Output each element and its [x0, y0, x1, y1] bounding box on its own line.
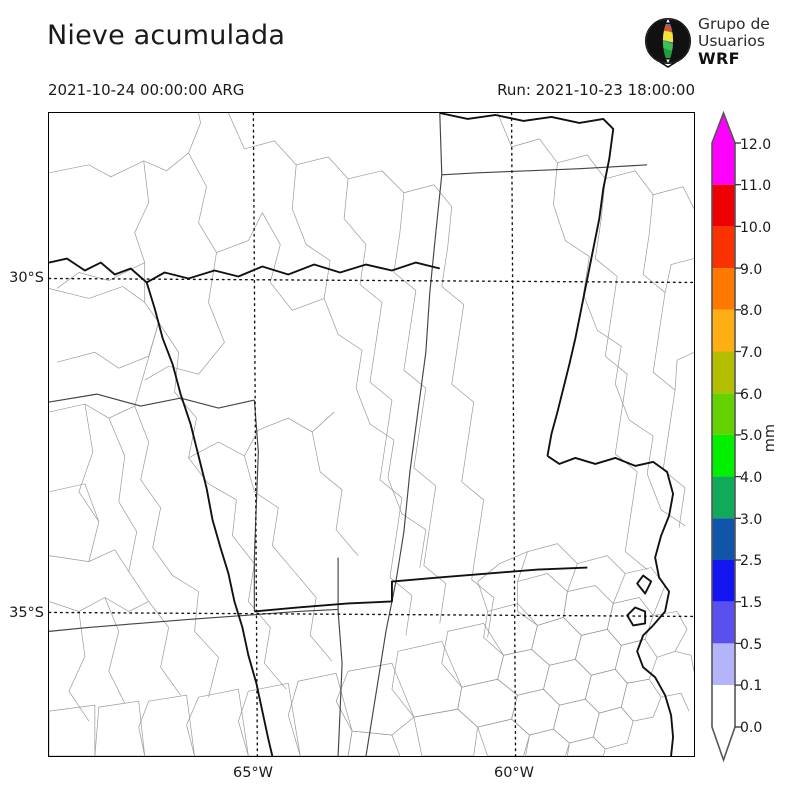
colorbar-tick-12-0: 12.0 — [740, 137, 772, 153]
logo: Grupo de Usuarios WRF — [640, 14, 790, 76]
logo-line-2: Usuarios — [698, 32, 765, 50]
map-geography — [49, 113, 694, 756]
lat-tick-30S: 30°S — [9, 270, 44, 286]
latitude-line-35S — [49, 611, 694, 618]
valid-time-label: 2021-10-24 00:00:00 ARG — [48, 81, 245, 99]
logo-line-3: WRF — [698, 49, 740, 68]
colorbar-tick-7-0: 7.0 — [740, 345, 763, 361]
colorbar-tick-3-0: 3.0 — [740, 512, 763, 528]
lon-tick-65W: 65°W — [232, 765, 274, 781]
colorbar-tick-labels: 12.0 11.0 10.0 9.0 8.0 7.0 6.0 5.0 4.0 3… — [740, 108, 786, 768]
colorbar-bands — [712, 143, 735, 727]
colorbar-tick-0-1: 0.1 — [740, 678, 763, 694]
lon-tick-60W: 60°W — [493, 765, 535, 781]
colorbar-gradient — [711, 110, 741, 763]
colorbar-ticks — [735, 142, 741, 728]
colorbar-over-arrow — [712, 113, 735, 143]
province-borders — [49, 113, 648, 756]
latitude-line-30S — [49, 277, 694, 284]
map-plot-area — [48, 112, 695, 757]
colorbar-tick-6-0: 6.0 — [740, 387, 763, 403]
colorbar-tick-9-0: 9.0 — [740, 262, 763, 278]
lat-tick-35S: 35°S — [9, 605, 44, 621]
colorbar-tick-11-0: 11.0 — [740, 178, 772, 194]
page-title: Nieve acumulada — [47, 20, 286, 51]
colorbar-tick-4-0: 4.0 — [740, 470, 763, 486]
country-borders-coastline — [49, 113, 675, 756]
colorbar-unit-label: mm — [762, 424, 778, 453]
colorbar-tick-8-0: 8.0 — [740, 303, 763, 319]
colorbar-tick-0-0: 0.0 — [740, 720, 763, 736]
colorbar-under-arrow — [712, 727, 735, 760]
logo-text: Grupo de Usuarios WRF — [698, 15, 793, 68]
graticule — [49, 113, 694, 756]
run-time-label: Run: 2021-10-23 18:00:00 — [497, 81, 695, 99]
colorbar-tick-0-5: 0.5 — [740, 637, 763, 653]
colorbar-tick-2-5: 2.5 — [740, 553, 763, 569]
colorbar-tick-5-0: 5.0 — [740, 428, 763, 444]
colorbar — [700, 108, 748, 768]
department-borders — [49, 113, 694, 756]
wrf-globe-logo-icon — [640, 14, 696, 70]
logo-line-1: Grupo de — [698, 15, 770, 33]
colorbar-tick-10-0: 10.0 — [740, 220, 772, 236]
colorbar-tick-1-5: 1.5 — [740, 595, 763, 611]
